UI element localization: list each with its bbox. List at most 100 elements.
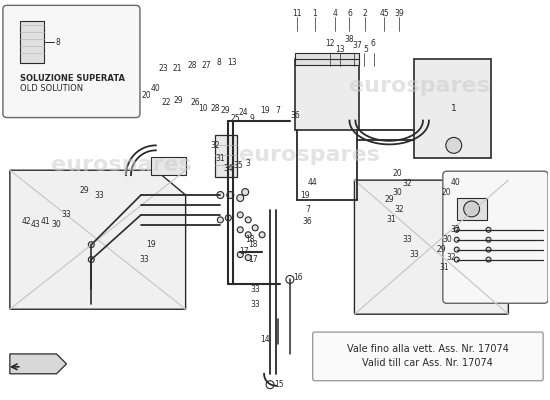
Text: 3: 3 (246, 159, 251, 168)
Text: 30: 30 (52, 220, 62, 229)
Text: 33: 33 (62, 210, 72, 219)
Circle shape (259, 232, 265, 238)
Text: 1: 1 (312, 9, 317, 18)
Text: 11: 11 (292, 9, 301, 18)
Text: 22: 22 (161, 98, 170, 107)
Text: SOLUZIONE SUPERATA: SOLUZIONE SUPERATA (20, 74, 125, 83)
Text: 32: 32 (450, 225, 460, 234)
Text: 33: 33 (250, 300, 260, 309)
Text: 24: 24 (238, 108, 248, 117)
Text: 33: 33 (250, 285, 260, 294)
Text: 28: 28 (211, 104, 220, 113)
Text: 29: 29 (80, 186, 89, 194)
Text: 19: 19 (260, 106, 270, 115)
Text: 32: 32 (394, 206, 404, 214)
Text: 28: 28 (188, 62, 197, 70)
Text: 40: 40 (151, 84, 161, 93)
FancyBboxPatch shape (443, 171, 548, 303)
Circle shape (227, 192, 234, 198)
Circle shape (89, 242, 94, 248)
Text: 6: 6 (347, 9, 352, 18)
Circle shape (236, 194, 244, 202)
Circle shape (464, 201, 480, 217)
Circle shape (266, 381, 274, 389)
Text: eurospares: eurospares (239, 145, 380, 165)
Text: 26: 26 (191, 98, 200, 107)
Circle shape (217, 217, 223, 223)
Circle shape (454, 247, 459, 252)
Text: eurospares: eurospares (51, 155, 191, 175)
Text: 33: 33 (139, 255, 149, 264)
Text: 7: 7 (305, 206, 310, 214)
Text: 14: 14 (260, 334, 270, 344)
Bar (295, 53, 359, 65)
Text: 25: 25 (230, 114, 240, 123)
Text: 18: 18 (245, 235, 255, 244)
Text: 1: 1 (451, 104, 456, 113)
Text: 20: 20 (141, 91, 151, 100)
Text: 33: 33 (409, 250, 419, 259)
Text: 23: 23 (159, 64, 169, 74)
Text: 36: 36 (290, 111, 300, 120)
Circle shape (245, 217, 251, 223)
Text: 9: 9 (250, 114, 255, 123)
Text: 37: 37 (353, 40, 362, 50)
Text: 38: 38 (345, 35, 354, 44)
Text: 8: 8 (55, 38, 60, 47)
Text: 12: 12 (325, 38, 334, 48)
Text: 30: 30 (392, 188, 402, 196)
Text: 4: 4 (332, 9, 337, 18)
Text: 8: 8 (216, 58, 221, 68)
Text: 27: 27 (202, 62, 211, 70)
Text: 13: 13 (228, 58, 237, 68)
Text: 15: 15 (274, 380, 284, 389)
Circle shape (454, 257, 459, 262)
Circle shape (237, 227, 243, 233)
Circle shape (226, 215, 232, 221)
Bar (151, 157, 186, 175)
Circle shape (217, 192, 224, 198)
Circle shape (237, 212, 243, 218)
FancyBboxPatch shape (3, 5, 140, 118)
Text: 29: 29 (436, 245, 446, 254)
Text: 44: 44 (308, 178, 317, 187)
Text: 29: 29 (384, 196, 394, 204)
Text: 43: 43 (31, 220, 41, 229)
Text: 6: 6 (371, 38, 376, 48)
Text: 36: 36 (303, 217, 312, 226)
Text: 31: 31 (216, 154, 225, 163)
Text: 7: 7 (276, 106, 280, 115)
Circle shape (89, 257, 94, 262)
Text: Valid till car Ass. Nr. 17074: Valid till car Ass. Nr. 17074 (362, 358, 493, 368)
Text: 32: 32 (211, 141, 220, 150)
Circle shape (252, 225, 258, 231)
Bar (216, 136, 237, 177)
Bar (20, 21, 43, 63)
Text: 2: 2 (363, 9, 368, 18)
Text: Vale fino alla vett. Ass. Nr. 17074: Vale fino alla vett. Ass. Nr. 17074 (347, 344, 509, 354)
Text: 20: 20 (442, 188, 452, 196)
Circle shape (245, 255, 251, 260)
Text: 17: 17 (239, 247, 249, 256)
Text: 13: 13 (335, 44, 344, 54)
Polygon shape (354, 180, 508, 314)
Text: 32: 32 (446, 253, 455, 262)
Text: 40: 40 (451, 178, 460, 187)
Text: 34: 34 (223, 164, 233, 173)
Text: 39: 39 (394, 9, 404, 18)
Circle shape (454, 227, 459, 232)
Circle shape (486, 257, 491, 262)
FancyBboxPatch shape (313, 332, 543, 381)
Text: 33: 33 (402, 235, 412, 244)
Circle shape (245, 232, 251, 238)
Text: 32: 32 (402, 179, 412, 188)
Text: 31: 31 (439, 263, 449, 272)
Circle shape (486, 247, 491, 252)
Circle shape (286, 276, 294, 284)
Text: eurospares: eurospares (349, 76, 490, 96)
Text: 29: 29 (221, 106, 230, 115)
Text: 45: 45 (379, 9, 389, 18)
Text: OLD SOLUTION: OLD SOLUTION (20, 84, 83, 93)
Text: 30: 30 (442, 235, 452, 244)
Text: 17: 17 (249, 255, 258, 264)
